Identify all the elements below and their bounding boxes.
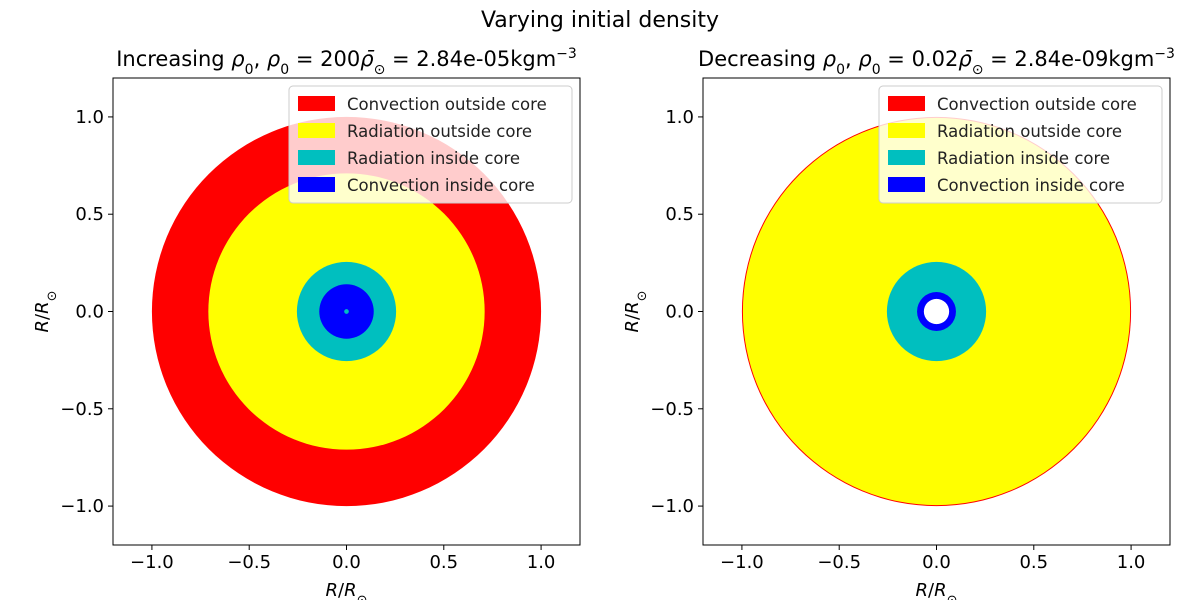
y-tick-label: −0.5 (650, 399, 694, 420)
y-axis-label: R/R⊙ (622, 290, 650, 332)
legend-label: Radiation outside core (937, 122, 1122, 141)
legend-frame (288, 85, 573, 204)
legend: Convection outside core Radiation outside… (288, 85, 573, 204)
y-tick-label: 0.0 (665, 302, 694, 323)
y-tick-label: −1.0 (650, 496, 694, 517)
shell-radiation-inside-core (344, 309, 349, 314)
chart-panel-2: −1.0 −0.5 0.0 0.5 1.0 −1.0 −0.5 0.0 0.5 1.0 Decrea… (622, 46, 1175, 600)
x-tick-label: 0.5 (429, 552, 458, 573)
x-tick-label: −1.0 (130, 552, 174, 573)
legend-label: Convection outside core (347, 95, 547, 114)
legend-label: Convection outside core (937, 95, 1137, 114)
x-tick-label: 0.0 (332, 552, 361, 573)
legend-label: Convection inside core (937, 176, 1125, 195)
chart-panel-1: −1.0 −0.5 0.0 0.5 1.0 −1.0 −0.5 0.0 0.5 1.0 Increa… (32, 46, 581, 600)
legend-label: Radiation outside core (347, 122, 532, 141)
legend-swatch (888, 96, 925, 111)
x-tick-label: 0.5 (1019, 552, 1048, 573)
legend: Convection outside core Radiation outside… (878, 85, 1163, 204)
x-tick-label: 1.0 (1117, 552, 1146, 573)
x-tick-label: −0.5 (817, 552, 861, 573)
y-tick-label: −1.0 (60, 496, 104, 517)
legend-swatch (298, 150, 335, 165)
x-tick-label: 0.0 (922, 552, 951, 573)
legend-swatch (298, 96, 335, 111)
legend-swatch (888, 177, 925, 192)
legend-swatch (298, 177, 335, 192)
x-tick-label: 1.0 (527, 552, 556, 573)
y-tick-label: 0.5 (665, 204, 694, 225)
legend-label: Convection inside core (347, 176, 535, 195)
x-tick-label: −0.5 (227, 552, 271, 573)
y-tick-label: 1.0 (75, 107, 104, 128)
x-tick-label: −1.0 (720, 552, 764, 573)
figure-suptitle: Varying initial density (480, 8, 720, 33)
legend-swatch (888, 123, 925, 138)
x-axis-label: R/R⊙ (325, 580, 367, 600)
y-axis-label: R/R⊙ (32, 290, 60, 332)
panel-title: Decreasing ρ0, ρ0 = 0.02ρ̄⊙ = 2.84e-09kg… (698, 46, 1175, 78)
legend-swatch (298, 123, 335, 138)
shell-core-interior-unfilled- (923, 298, 950, 325)
x-axis-label: R/R⊙ (915, 580, 957, 600)
legend-label: Radiation inside core (937, 149, 1110, 168)
y-tick-label: −0.5 (60, 399, 104, 420)
legend-swatch (888, 150, 925, 165)
legend-label: Radiation inside core (347, 149, 520, 168)
y-tick-label: 1.0 (665, 107, 694, 128)
legend-frame (878, 85, 1163, 204)
y-tick-label: 0.0 (75, 302, 104, 323)
y-tick-label: 0.5 (75, 204, 104, 225)
panel-title: Increasing ρ0, ρ0 = 200ρ̄⊙ = 2.84e-05kgm… (116, 46, 577, 78)
